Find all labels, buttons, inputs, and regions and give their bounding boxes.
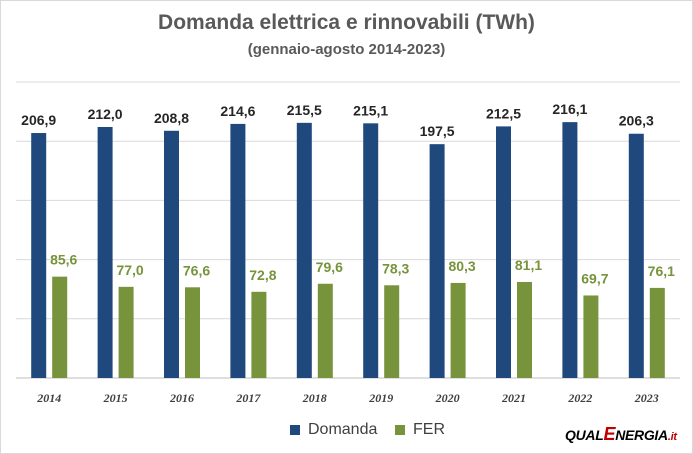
x-tick-label: 2015 [103, 391, 128, 405]
x-tick-label: 2019 [368, 391, 393, 405]
bar-fer [185, 287, 200, 378]
qualenergia-logo: QUALENERGIA.it [565, 424, 677, 444]
data-label-domanda: 215,5 [287, 102, 322, 118]
legend-fer-swatch [395, 425, 405, 435]
data-label-domanda: 206,9 [21, 112, 56, 128]
data-label-fer: 72,8 [249, 267, 276, 283]
data-label-domanda: 208,8 [154, 110, 189, 126]
bar-domanda [97, 126, 113, 378]
x-tick-label: 2016 [169, 391, 194, 405]
x-tick-label: 2020 [435, 391, 460, 405]
legend-fer: FER [395, 420, 445, 440]
data-label-domanda: 214,6 [220, 103, 255, 119]
bar-fer [317, 283, 333, 378]
data-label-domanda: 215,1 [353, 102, 388, 118]
legend-fer-label: FER [413, 421, 445, 438]
data-label-domanda: 206,3 [619, 113, 654, 129]
bar-fer [52, 276, 68, 378]
bar-domanda [296, 122, 312, 379]
bar-domanda [230, 123, 246, 378]
legend-domanda-label: Domanda [308, 421, 378, 438]
x-tick-label: 2022 [567, 391, 592, 405]
bar-fer [251, 291, 267, 378]
legend-domanda-swatch [290, 425, 300, 435]
x-tick-label: 2017 [235, 391, 261, 405]
bar-domanda [562, 122, 578, 378]
bar-domanda [429, 144, 445, 378]
chart-title: Domanda elettrica e rinnovabili (TWh) [158, 11, 535, 34]
x-tick-label: 2018 [302, 391, 327, 405]
bar-domanda [628, 133, 644, 378]
bar-fer [118, 286, 134, 378]
data-label-fer: 79,6 [316, 259, 343, 275]
bar-domanda [496, 126, 511, 379]
bar-fer [517, 281, 532, 378]
chart-subtitle: (gennaio-agosto 2014-2023) [247, 41, 446, 58]
data-label-fer: 69,7 [581, 270, 608, 286]
bar-fer [450, 282, 466, 378]
legend-domanda: Domanda [290, 420, 377, 440]
x-tick-label: 2014 [36, 391, 61, 405]
x-tick-label: 2021 [501, 391, 526, 405]
data-label-domanda: 216,1 [552, 101, 587, 117]
bar-domanda [164, 130, 179, 378]
bar-domanda [31, 133, 47, 378]
bar-fer [384, 285, 400, 378]
data-label-domanda: 212,0 [88, 106, 123, 122]
data-label-fer: 78,3 [382, 260, 409, 276]
data-label-fer: 76,6 [183, 262, 210, 278]
data-label-fer: 81,1 [515, 257, 542, 273]
bar-fer [649, 287, 665, 378]
data-label-fer: 85,6 [50, 252, 77, 268]
bar-fer [583, 295, 599, 378]
data-label-domanda: 212,5 [486, 105, 521, 121]
data-label-fer: 77,0 [116, 262, 143, 278]
data-label-fer: 80,3 [448, 258, 475, 274]
data-label-fer: 76,1 [648, 263, 675, 279]
x-tick-label: 2023 [634, 391, 659, 405]
bar-domanda [363, 123, 379, 379]
data-label-domanda: 197,5 [420, 123, 455, 139]
